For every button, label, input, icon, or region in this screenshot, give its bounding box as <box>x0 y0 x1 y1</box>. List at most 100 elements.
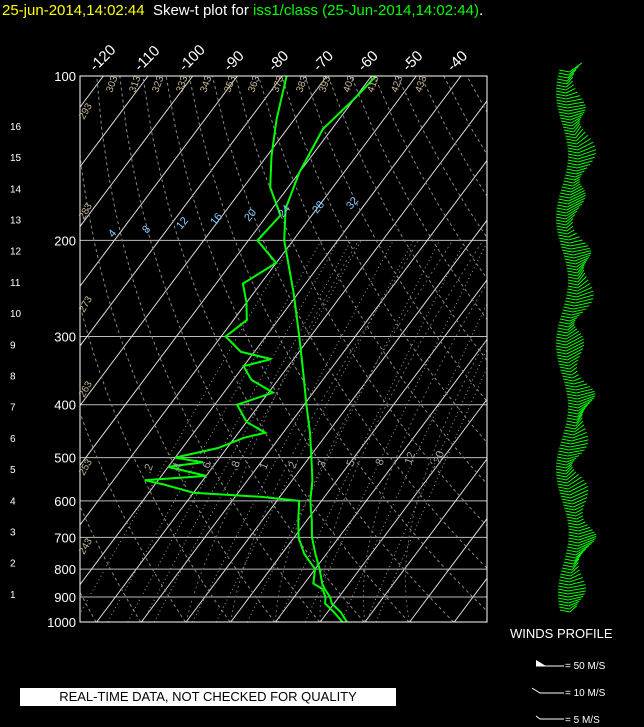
dry-adiabat <box>258 76 487 485</box>
wind-barb <box>564 558 575 562</box>
wind-barb <box>570 242 586 247</box>
wind-barb <box>575 294 594 301</box>
wind-barb <box>566 225 574 232</box>
wind-barb <box>561 120 572 124</box>
wind-barb <box>568 449 585 454</box>
height-tick-label: 8 <box>10 371 16 382</box>
wind-barb <box>571 370 578 376</box>
wind-barb <box>566 267 577 271</box>
wind-barb <box>565 218 574 226</box>
wind-barb <box>556 213 567 217</box>
wind-barb <box>557 108 569 112</box>
wind-barb <box>577 521 586 526</box>
wind-barb <box>567 156 579 160</box>
wind-barb <box>573 178 581 184</box>
height-tick-label: 6 <box>10 434 16 445</box>
wind-barb <box>565 214 576 223</box>
wind-barb <box>559 240 570 244</box>
wind-barb <box>567 402 579 406</box>
wind-barb <box>568 359 579 367</box>
isotherm <box>409 517 487 622</box>
isotherm <box>80 76 328 407</box>
wind-barb <box>577 141 594 151</box>
height-tick-label: 14 <box>10 184 22 195</box>
height-tick-label: 13 <box>10 215 22 226</box>
wind-barb <box>565 210 578 220</box>
isotherm <box>80 76 417 526</box>
wind-barb <box>577 266 585 277</box>
wind-barb <box>565 171 577 175</box>
wind-barb <box>567 107 586 112</box>
wind-barb <box>559 321 570 325</box>
wind-barb <box>563 306 574 310</box>
wind-barb <box>567 150 578 154</box>
wind-barb <box>566 221 573 229</box>
wind-barb <box>569 442 588 448</box>
wind-barb <box>566 95 581 100</box>
wind-barb <box>558 450 569 454</box>
wind-barb <box>569 187 584 196</box>
wind-barb <box>573 377 582 382</box>
wind-barb <box>574 301 592 307</box>
height-tick-label: 10 <box>10 309 22 320</box>
wind-barb <box>576 164 591 169</box>
wind-barb <box>567 479 585 490</box>
wind-barb <box>557 201 568 205</box>
wind-barb <box>577 407 586 418</box>
wind-barb <box>566 76 574 85</box>
wind-barb <box>556 348 567 352</box>
mixing-ratio-label: 20 <box>432 449 447 465</box>
wind-barb <box>576 388 593 394</box>
moist-adiabat <box>362 282 487 622</box>
height-tick-label: 2 <box>10 559 16 570</box>
wind-barb <box>570 116 582 124</box>
wind-barb <box>575 131 586 142</box>
wind-barb <box>569 190 585 199</box>
wind-barb <box>567 355 580 364</box>
wind-barb <box>562 249 573 253</box>
wind-barb <box>558 237 569 241</box>
mixing-ratio-line <box>375 366 487 622</box>
wind-barb <box>559 195 570 199</box>
wind-barb <box>566 197 586 208</box>
wind-barb <box>556 222 567 226</box>
wind-barb <box>575 170 585 175</box>
height-tick-label: 1 <box>10 590 16 601</box>
mixing-ratio-label: .4 <box>171 461 185 474</box>
pressure-tick-label: 900 <box>54 590 76 605</box>
wind-barb <box>566 460 575 466</box>
wind-barb <box>568 534 579 538</box>
wind-barb <box>566 168 577 172</box>
wind-barb <box>556 477 567 481</box>
wind-barb <box>572 496 588 505</box>
wind-barb <box>574 176 581 181</box>
wind-barb <box>557 483 568 487</box>
wind-barb <box>567 522 578 526</box>
wind-barb <box>573 428 586 436</box>
wind-barb <box>568 65 579 76</box>
wind-barb <box>572 247 591 253</box>
wind-barb <box>577 397 595 406</box>
plot-area <box>80 76 487 622</box>
wind-barb <box>574 420 584 430</box>
mixing-ratio-label: 3 <box>316 459 329 469</box>
wind-barb <box>556 228 567 232</box>
wind-barb <box>555 216 567 220</box>
wind-barb <box>556 99 567 103</box>
mixing-ratio-label: .2 <box>142 462 156 475</box>
wind-barb <box>564 132 575 136</box>
wind-barb <box>570 489 589 499</box>
wind-barb <box>565 462 573 469</box>
wind-barb <box>571 435 589 442</box>
wind-barb <box>576 413 583 424</box>
wind-barb <box>566 471 577 481</box>
wind-barb <box>568 537 579 541</box>
wind-barb <box>562 126 574 130</box>
wind-barb <box>561 372 572 376</box>
mixing-ratio-label: 2 <box>287 460 300 470</box>
height-tick-label: 9 <box>10 340 16 351</box>
wind-barb <box>577 269 585 280</box>
wind-barb <box>568 531 579 535</box>
wind-barb <box>573 500 587 508</box>
wind-barb <box>574 504 585 511</box>
